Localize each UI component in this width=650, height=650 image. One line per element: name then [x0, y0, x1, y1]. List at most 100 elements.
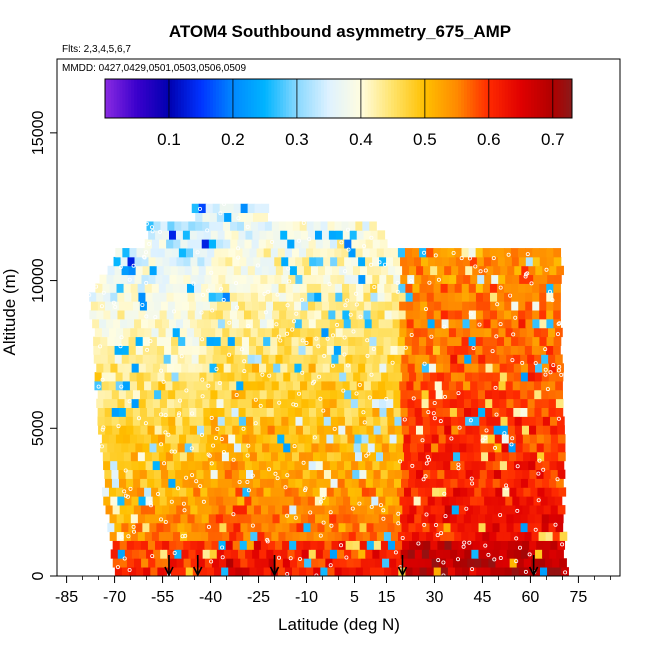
heatmap-cell	[417, 558, 426, 568]
heatmap-cell	[184, 522, 192, 533]
heatmap-cell	[465, 505, 474, 515]
heatmap-cell	[364, 496, 372, 506]
heatmap-cell	[190, 274, 199, 284]
heatmap-cell	[357, 496, 365, 506]
heatmap-cell	[435, 274, 443, 284]
heatmap-cell	[231, 407, 240, 417]
heatmap-cell	[261, 558, 270, 568]
heatmap-cell	[388, 265, 396, 276]
heatmap-cell	[372, 549, 381, 559]
heatmap-cell	[242, 248, 251, 258]
sample-point	[183, 533, 188, 538]
heatmap-cell	[432, 451, 440, 462]
heatmap-cell	[158, 239, 167, 249]
heatmap-cell	[454, 248, 463, 258]
heatmap-cell	[336, 398, 345, 408]
sample-point	[283, 485, 288, 490]
heatmap-cell	[100, 443, 108, 453]
chart-title: ATOM4 Southbound asymmetry_675_AMP	[169, 22, 511, 41]
heatmap-cell	[343, 363, 352, 373]
heatmap-cell	[461, 248, 470, 258]
heatmap-cell	[194, 292, 203, 302]
heatmap-cell	[211, 505, 220, 515]
heatmap-cell	[181, 221, 189, 231]
colorbar-segment	[516, 79, 520, 118]
sample-point	[537, 458, 542, 463]
heatmap-cell	[293, 496, 302, 506]
heatmap-cell	[233, 558, 241, 568]
colorbar-tick-label: 0.5	[413, 130, 437, 149]
heatmap-cell	[144, 531, 153, 541]
heatmap-cell	[504, 301, 512, 311]
heatmap-cell	[233, 443, 242, 453]
heatmap-cell	[366, 540, 375, 550]
heatmap-cell	[108, 372, 117, 382]
heatmap-cell	[539, 318, 548, 329]
heatmap-cell	[470, 389, 479, 400]
sample-point	[409, 278, 414, 283]
heatmap-cell	[478, 478, 487, 488]
colorbar-segment	[428, 79, 433, 118]
heatmap-cell	[239, 274, 247, 284]
heatmap-cell	[525, 283, 533, 293]
sample-point	[221, 297, 226, 302]
heatmap-cell	[198, 522, 207, 533]
heatmap-cell	[421, 407, 430, 417]
heatmap-cell	[263, 451, 272, 462]
heatmap-cell	[231, 212, 240, 222]
sample-point	[403, 345, 408, 350]
heatmap-cell	[165, 451, 174, 462]
heatmap-cell	[529, 505, 538, 515]
heatmap-cell	[247, 354, 256, 364]
heatmap-cell	[543, 469, 552, 479]
heatmap-cell	[117, 310, 126, 320]
heatmap-cell	[351, 274, 359, 284]
heatmap-cell	[370, 292, 379, 302]
heatmap-cell	[144, 239, 153, 249]
heatmap-cell	[443, 363, 451, 373]
heatmap-cell	[515, 469, 523, 479]
heatmap-cell	[402, 372, 410, 382]
sample-point	[470, 481, 475, 486]
heatmap-cell	[144, 513, 153, 524]
heatmap-cell	[282, 354, 291, 364]
heatmap-cell	[536, 469, 545, 479]
heatmap-cell	[314, 230, 323, 240]
heatmap-cell	[264, 292, 273, 302]
heatmap-cell	[279, 310, 287, 320]
sample-point	[504, 483, 509, 488]
sample-point	[494, 412, 499, 417]
heatmap-cell	[94, 381, 103, 391]
heatmap-cell	[133, 478, 141, 488]
heatmap-cell	[497, 301, 505, 311]
sample-point	[523, 274, 528, 279]
heatmap-cell	[467, 451, 475, 462]
sample-point	[426, 410, 431, 415]
heatmap-cell	[536, 425, 544, 435]
heatmap-cell	[265, 310, 273, 320]
heatmap-cell	[222, 310, 231, 320]
heatmap-cell	[277, 487, 286, 497]
heatmap-cell	[404, 336, 413, 346]
dates-note: MMDD: 0427,0429,0501,0503,0506,0509	[62, 63, 246, 74]
heatmap-cell	[134, 274, 143, 284]
heatmap-cell	[152, 292, 161, 302]
heatmap-cell	[197, 540, 206, 550]
sample-point	[162, 461, 167, 466]
sample-point	[275, 476, 280, 481]
heatmap-cell	[433, 567, 442, 577]
heatmap-cell	[373, 540, 382, 550]
sample-point	[354, 291, 359, 296]
sample-point	[269, 239, 274, 244]
heatmap-cell	[336, 363, 345, 373]
sample-point	[362, 244, 367, 249]
heatmap-cell	[512, 327, 521, 338]
heatmap-cell	[215, 310, 224, 320]
sample-point	[563, 570, 568, 575]
heatmap-cell	[102, 451, 111, 462]
heatmap-cell	[278, 283, 287, 293]
heatmap-cell	[374, 265, 382, 276]
heatmap-cell	[197, 558, 206, 568]
heatmap-cell	[421, 274, 429, 284]
heatmap-cell	[519, 327, 528, 338]
